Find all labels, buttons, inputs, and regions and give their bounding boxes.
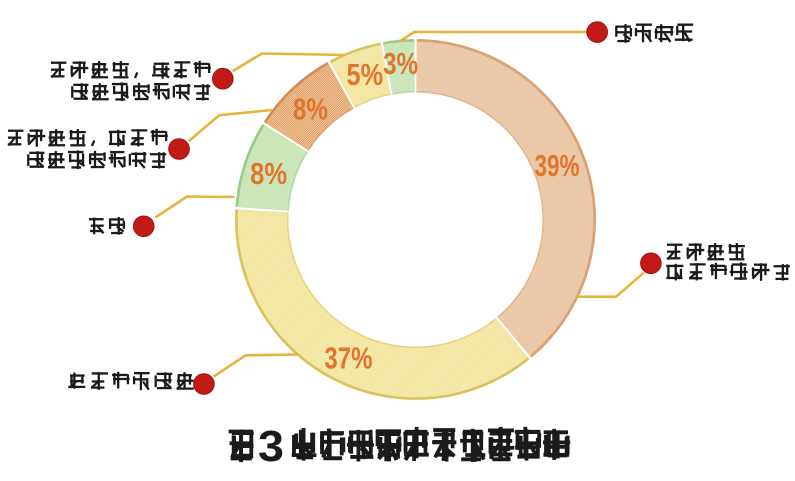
svg-text:3%: 3% <box>383 47 418 81</box>
svg-text:8%: 8% <box>250 157 287 191</box>
svg-text:8%: 8% <box>293 93 328 127</box>
svg-text:37%: 37% <box>324 342 372 376</box>
svg-text:39%: 39% <box>535 149 580 183</box>
svg-text:3: 3 <box>258 422 284 471</box>
svg-text:5%: 5% <box>347 58 384 92</box>
